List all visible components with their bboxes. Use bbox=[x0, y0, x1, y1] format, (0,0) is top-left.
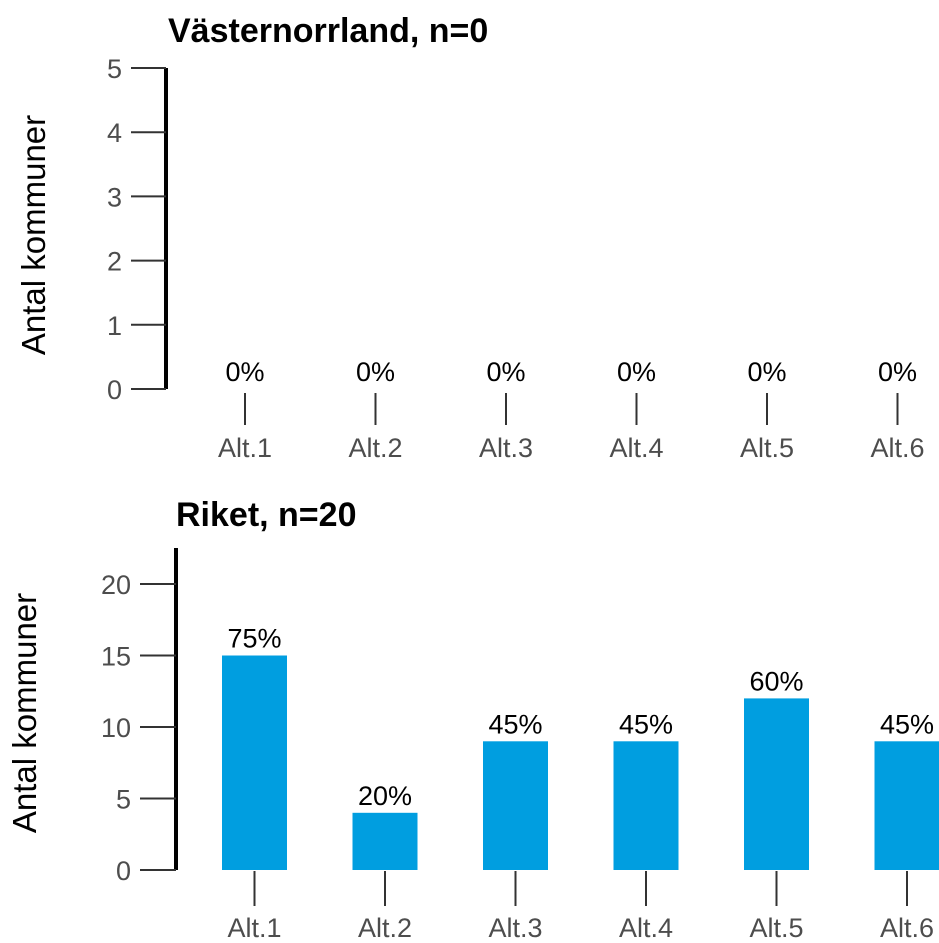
data-label: 0% bbox=[225, 357, 264, 387]
y-tick-label: 5 bbox=[107, 54, 122, 84]
chart-panel-vasternorrland: Västernorrland, n=0 Antal kommuner 0 1 2 3 4… bbox=[15, 12, 925, 463]
y-tick-label: 1 bbox=[107, 311, 122, 341]
y-axis-label: Antal kommuner bbox=[6, 593, 43, 833]
y-tick-label: 15 bbox=[101, 642, 131, 672]
bar bbox=[352, 812, 418, 870]
y-tick-label: 20 bbox=[101, 570, 131, 600]
y-axis-label: Antal kommuner bbox=[15, 115, 52, 355]
y-tick-label: 10 bbox=[101, 713, 131, 743]
data-label: 20% bbox=[358, 781, 412, 811]
data-label: 0% bbox=[747, 357, 786, 387]
x-tick-label: Alt.3 bbox=[488, 913, 542, 943]
data-label: 60% bbox=[749, 666, 803, 696]
chart-title: Västernorrland, n=0 bbox=[168, 12, 488, 50]
y-tick-label: 4 bbox=[107, 118, 122, 148]
data-label: 0% bbox=[878, 357, 917, 387]
chart-panel-riket: Riket, n=20 Antal kommuner 0 5 10 15 20 75% Al… bbox=[6, 496, 939, 943]
data-label: 45% bbox=[880, 709, 934, 739]
data-label: 45% bbox=[488, 709, 542, 739]
x-tick-label: Alt.2 bbox=[358, 913, 412, 943]
x-tick-label: Alt.6 bbox=[880, 913, 934, 943]
y-tick-label: 3 bbox=[107, 182, 122, 212]
x-tick-label: Alt.4 bbox=[609, 433, 663, 463]
x-tick-label: Alt.2 bbox=[348, 433, 402, 463]
data-label: 0% bbox=[356, 357, 395, 387]
bar bbox=[222, 655, 287, 870]
data-label: 0% bbox=[486, 357, 525, 387]
x-tick-label: Alt.4 bbox=[619, 913, 673, 943]
chart-title: Riket, n=20 bbox=[176, 496, 356, 534]
y-tick-label: 5 bbox=[116, 785, 131, 815]
bar bbox=[744, 698, 809, 870]
x-tick-label: Alt.5 bbox=[749, 913, 803, 943]
y-tick-label: 0 bbox=[107, 375, 122, 405]
x-tick-label: Alt.6 bbox=[870, 433, 924, 463]
data-label: 45% bbox=[619, 709, 673, 739]
data-label: 75% bbox=[227, 624, 281, 654]
y-tick-label: 2 bbox=[107, 247, 122, 277]
bar bbox=[613, 741, 679, 870]
data-label: 0% bbox=[617, 357, 656, 387]
bar bbox=[874, 741, 939, 870]
x-tick-label: Alt.1 bbox=[218, 433, 272, 463]
x-tick-label: Alt.1 bbox=[227, 913, 281, 943]
x-tick-label: Alt.5 bbox=[740, 433, 794, 463]
y-tick-label: 0 bbox=[116, 856, 131, 886]
bar bbox=[483, 741, 548, 870]
x-tick-label: Alt.3 bbox=[479, 433, 533, 463]
